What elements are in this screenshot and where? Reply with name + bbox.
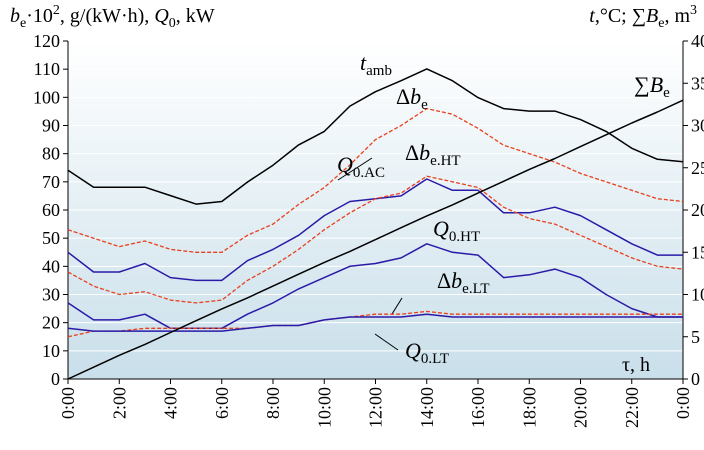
label-part: B	[646, 5, 658, 27]
label-part: e.LT	[462, 281, 489, 297]
leader-line	[391, 297, 403, 315]
series-line	[67, 175, 684, 304]
label-part: e	[663, 85, 670, 101]
label-part: 0.LT	[421, 351, 449, 367]
x-tick-label: 6:00	[212, 387, 232, 419]
label-part: b	[451, 268, 462, 293]
label-part: , kW	[176, 5, 215, 27]
label-part: Q	[154, 5, 169, 27]
label-part: 0.HT	[449, 229, 480, 245]
series-line	[67, 68, 684, 205]
series-line	[67, 99, 684, 380]
y2-tick-label: 15	[691, 242, 704, 262]
label: Q0.AC	[337, 152, 385, 181]
label-part: b	[10, 5, 20, 27]
series-line	[67, 107, 684, 253]
y2-tick-label: 40	[691, 31, 704, 51]
y2-tick-label: 0	[691, 369, 700, 389]
label-part: 0.AC	[353, 165, 385, 181]
label-part: Δ	[405, 140, 419, 165]
label-part: 3	[690, 3, 697, 18]
y2-tick-label: 10	[691, 285, 704, 305]
y2-tick-label: 30	[691, 116, 704, 136]
label-part: e.HT	[430, 153, 460, 169]
x-tick-label: 0:00	[58, 387, 78, 419]
label: Q0.HT	[433, 216, 480, 245]
label: be·102, g/(kW·h), Q0, kW	[10, 3, 215, 31]
label-part: amb	[366, 63, 392, 79]
labels: 0102030405060708090100110120051015202530…	[10, 3, 704, 428]
y2-tick-label: 25	[691, 158, 704, 178]
x-tick-label: 8:00	[263, 387, 283, 419]
y-tick-label: 0	[51, 369, 60, 389]
y2-tick-label: 35	[691, 73, 704, 93]
y-tick-label: 100	[33, 87, 60, 107]
leader-line	[374, 333, 399, 351]
y-tick-label: 70	[42, 172, 60, 192]
label-part: , g/(kW·h),	[60, 5, 154, 27]
leader-line	[337, 157, 373, 181]
x-tick-label: 18:00	[519, 387, 539, 428]
y-tick-label: 120	[33, 31, 60, 51]
series-line	[67, 310, 683, 338]
label-part: 2	[53, 3, 60, 18]
y-tick-label: 30	[42, 285, 60, 305]
y-tick-label: 40	[42, 256, 60, 276]
series-lines	[67, 68, 684, 380]
x-tick-label: 4:00	[161, 387, 181, 419]
label-part: Q	[405, 338, 421, 363]
x-tick-label: 2:00	[109, 387, 129, 419]
label-part: Q	[433, 216, 449, 241]
y-tick-label: 10	[42, 341, 60, 361]
label-part: e	[20, 16, 26, 31]
label-part: e	[421, 97, 428, 113]
label-part: 0	[169, 16, 176, 31]
label: Δbe.LT	[437, 268, 490, 297]
label: t,°C; ∑Be, m3	[589, 3, 697, 31]
x-tick-label: 10:00	[314, 387, 334, 428]
label-part: B	[650, 72, 663, 97]
x-tick-label: 14:00	[417, 387, 437, 428]
label-part: , m	[664, 5, 690, 27]
y-tick-label: 90	[42, 116, 60, 136]
label-part: e	[658, 16, 664, 31]
label-part: b	[419, 140, 430, 165]
y-tick-label: 110	[34, 59, 60, 79]
label: τ, h	[622, 354, 650, 376]
x-tick-label: 0:00	[673, 387, 693, 419]
label: Δbe	[396, 84, 428, 113]
label-part: Δ	[396, 84, 410, 109]
label: Q0.LT	[405, 338, 449, 367]
y-tick-label: 50	[42, 228, 60, 248]
label: tamb	[360, 50, 392, 79]
label: Δbe.HT	[405, 140, 461, 169]
label-part: ∑	[634, 72, 650, 97]
y-tick-label: 20	[42, 313, 60, 333]
y-tick-label: 60	[42, 200, 60, 220]
label: ∑Be	[634, 72, 670, 101]
label-part: ,°C; ∑	[595, 5, 646, 27]
y2-tick-label: 5	[691, 327, 700, 347]
x-tick-label: 12:00	[366, 387, 386, 428]
x-tick-label: 22:00	[622, 387, 642, 428]
label-part: t	[360, 50, 367, 75]
label-part: Δ	[437, 268, 451, 293]
label-part: τ, h	[622, 354, 650, 376]
grid	[63, 40, 688, 384]
x-tick-label: 20:00	[571, 387, 591, 428]
series-line	[67, 313, 683, 332]
y2-tick-label: 20	[691, 200, 704, 220]
label-part: t	[589, 5, 595, 27]
y-tick-label: 80	[42, 144, 60, 164]
x-tick-label: 16:00	[468, 387, 488, 428]
label-part: Q	[337, 152, 353, 177]
label-part: ·10	[26, 5, 53, 27]
label-part: b	[410, 84, 421, 109]
